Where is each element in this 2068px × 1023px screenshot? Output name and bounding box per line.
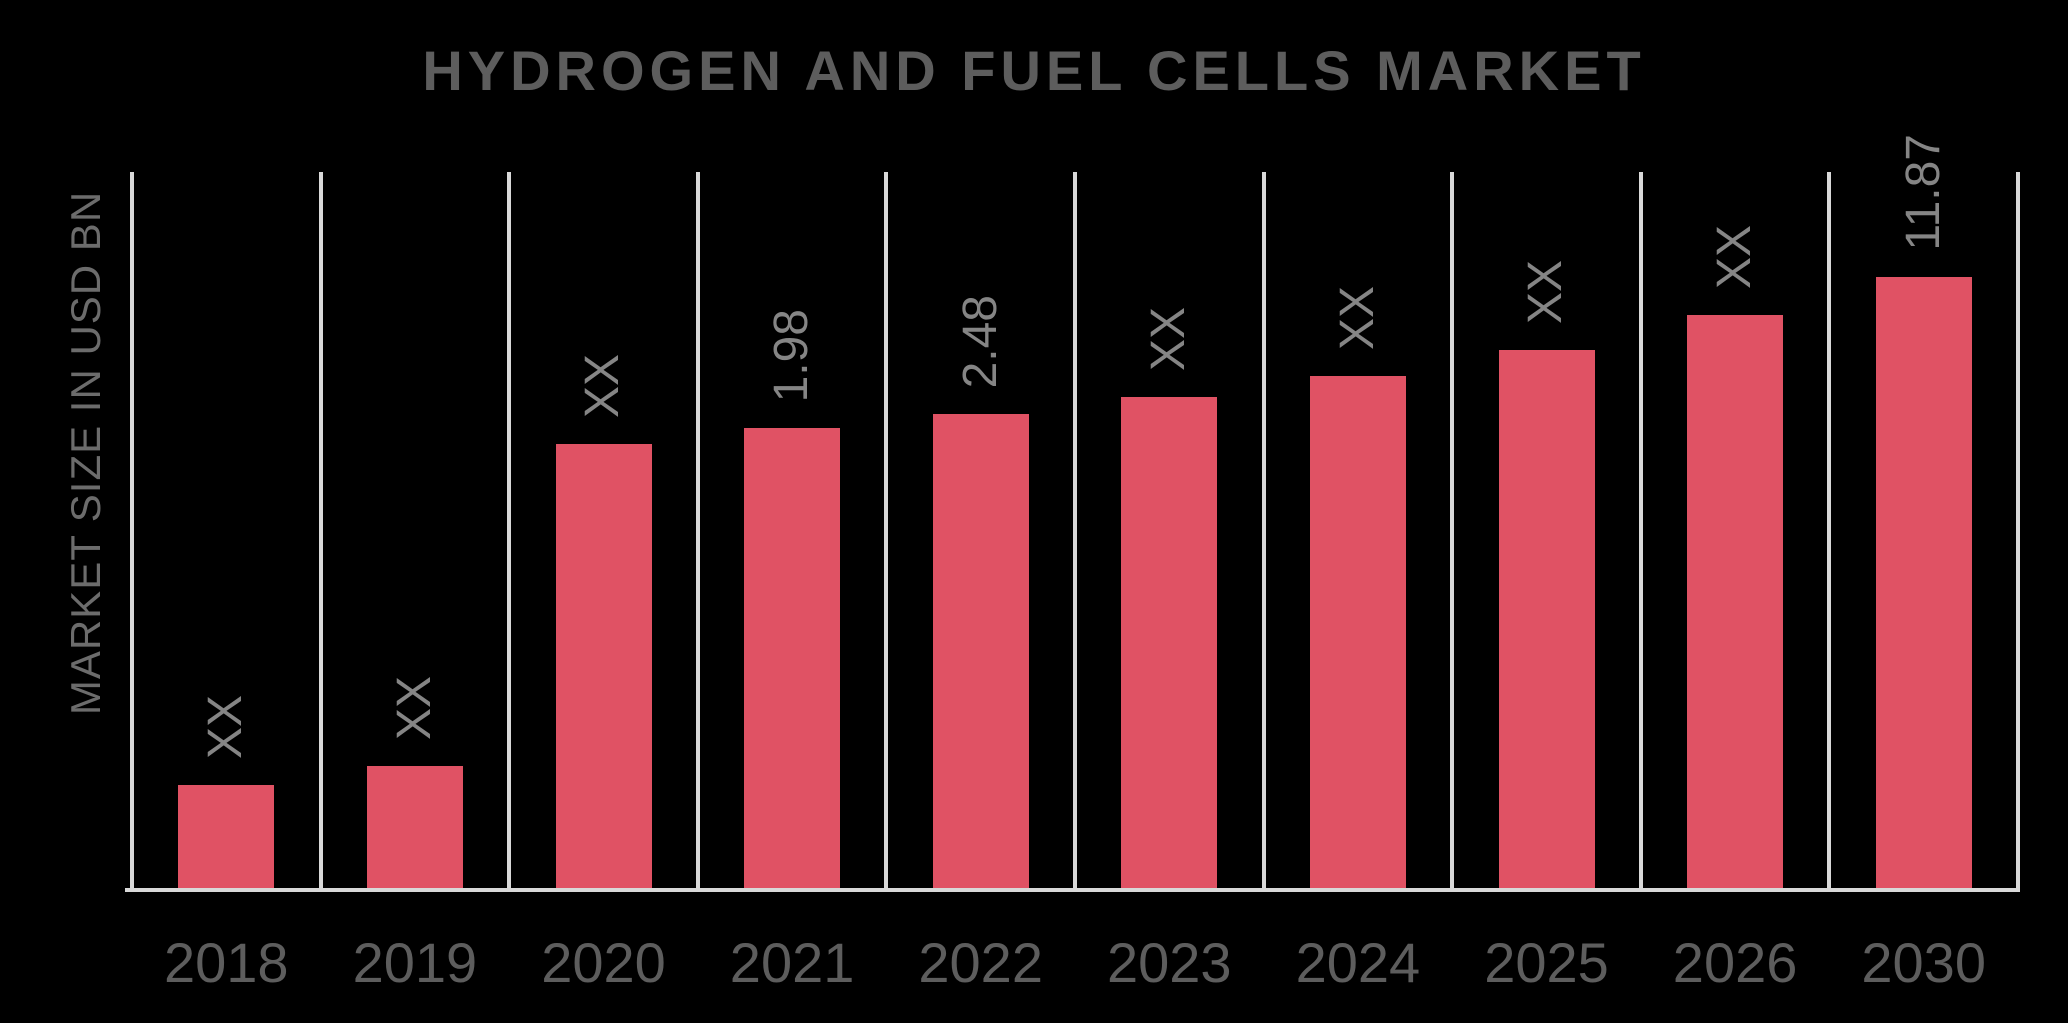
x-axis-tick-label-2018: 2018 <box>164 931 289 994</box>
bar-value-label: XX <box>576 353 630 418</box>
bar-2026 <box>1687 315 1784 890</box>
x-axis-line <box>125 888 2020 892</box>
x-axis-tick-label-2021: 2021 <box>729 931 855 994</box>
x-axis-tick-label-2023: 2023 <box>1107 931 1232 994</box>
gridline <box>1261 172 1266 890</box>
gridline <box>1827 172 1832 890</box>
bar-2018 <box>178 785 275 890</box>
bar-value-label: XX <box>1142 306 1196 371</box>
y-axis-label: MARKET SIZE IN USD BN <box>62 190 109 716</box>
bar-value-label: 2.48 <box>953 294 1007 388</box>
bar-2022 <box>932 414 1029 890</box>
bar-2020 <box>555 444 652 890</box>
x-axis-tick-label-2024: 2024 <box>1295 931 1421 994</box>
bar-2025 <box>1498 350 1595 890</box>
bar-value-label: XX <box>1708 224 1762 289</box>
x-axis-tick-label-2022: 2022 <box>918 931 1043 994</box>
bar-2019 <box>366 766 463 890</box>
gridline <box>1450 172 1455 890</box>
gridline <box>695 172 700 890</box>
chart-title: HYDROGEN AND FUEL CELLS MARKET <box>422 39 1646 102</box>
x-axis-tick-label-2030: 2030 <box>1861 931 1986 994</box>
bar-value-label: XX <box>1519 259 1573 324</box>
bar-value-label: XX <box>387 675 441 740</box>
x-axis-tick-label-2019: 2019 <box>352 931 478 994</box>
bar-value-label: XX <box>199 694 253 759</box>
bar-2024 <box>1309 376 1406 890</box>
bar-2023 <box>1121 397 1218 890</box>
plot-area: XX XX XX 1.98 2.48 XX XX XX XX 11.87 <box>130 134 2020 890</box>
x-axis-tick-label-2020: 2020 <box>541 931 666 994</box>
gridline <box>1638 172 1643 890</box>
gridline <box>507 172 512 890</box>
bar-value-label-wrap: XX <box>321 340 510 740</box>
x-axis-tick-label-2026: 2026 <box>1672 931 1798 994</box>
gridline <box>884 172 889 890</box>
bar-value-label-wrap: XX <box>132 359 321 759</box>
bar-value-label: 11.87 <box>1896 134 1950 251</box>
bar-2030 <box>1875 277 1972 890</box>
bar-value-label: 1.98 <box>765 308 819 402</box>
gridline <box>130 172 134 890</box>
gridline <box>2016 172 2020 890</box>
bar-value-label: XX <box>1330 285 1384 350</box>
bar-2021 <box>744 428 841 890</box>
x-axis-tick-label-2025: 2025 <box>1484 931 1609 994</box>
gridline <box>1073 172 1077 890</box>
gridline <box>318 172 323 890</box>
